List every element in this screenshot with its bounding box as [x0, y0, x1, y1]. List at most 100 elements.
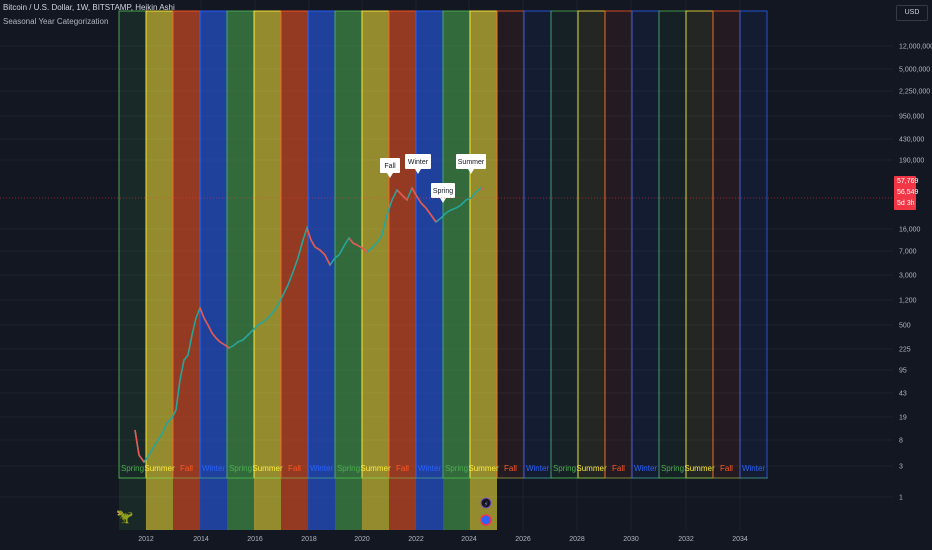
future-season-box-fall	[712, 10, 741, 479]
price-tag-countdown: 5d 3h	[897, 200, 915, 207]
candle-down	[348, 237, 354, 244]
future-season-boxes	[119, 10, 768, 479]
future-season-box-winter	[739, 10, 768, 479]
season-band-spring	[335, 11, 362, 530]
future-season-box-summer	[577, 10, 606, 479]
lightning-event-icon[interactable]	[480, 497, 492, 509]
season-label-fall: Fall	[288, 464, 301, 473]
y-axis-label: 190,000	[899, 158, 924, 165]
season-band-fall	[389, 11, 416, 530]
season-label-summer: Summer	[684, 464, 715, 473]
season-band-spring	[443, 11, 470, 530]
x-axis-label: 2034	[732, 536, 748, 543]
tradingview-logo-icon: 🦖	[116, 508, 134, 524]
future-season-box-winter	[523, 10, 552, 479]
candle-down	[480, 187, 485, 191]
time-scale[interactable]	[0, 530, 932, 550]
candle-down	[430, 214, 437, 223]
future-season-box-summer	[685, 10, 714, 479]
y-axis-label: 7,000	[899, 249, 917, 256]
season-label-spring: Spring	[121, 464, 144, 473]
y-axis-label: 12,000,000	[899, 44, 932, 51]
future-season-box-fall	[496, 10, 525, 479]
season-label-winter: Winter	[202, 464, 225, 473]
season-label-fall: Fall	[720, 464, 733, 473]
x-axis-label: 2016	[247, 536, 263, 543]
season-band-fall	[173, 11, 200, 530]
flag-event-icon[interactable]	[480, 514, 492, 526]
candle-down	[324, 254, 331, 266]
x-axis-label: 2026	[515, 536, 531, 543]
season-band-winter	[200, 11, 227, 530]
candle-down	[207, 324, 213, 334]
season-label-spring: Spring	[661, 464, 684, 473]
y-axis-label: 1,200	[899, 298, 917, 305]
svg-text:Winter: Winter	[408, 159, 429, 166]
season-label-summer: Summer	[576, 464, 607, 473]
x-axis-label: 2028	[569, 536, 585, 543]
y-axis-label: 43	[899, 391, 907, 398]
svg-text:Spring: Spring	[433, 188, 453, 195]
x-axis-label: 2020	[354, 536, 370, 543]
season-band-summer	[362, 11, 389, 530]
x-axis-label: 2018	[301, 536, 317, 543]
season-label-winter: Winter	[526, 464, 549, 473]
y-axis-label: 19	[899, 415, 907, 422]
candle-down	[425, 207, 432, 216]
season-label-fall: Fall	[504, 464, 517, 473]
y-axis-label: 95	[899, 368, 907, 375]
candle-down	[306, 227, 312, 241]
price-candles	[134, 186, 485, 464]
season-label-fall: Fall	[612, 464, 625, 473]
past-season-bands	[118, 10, 498, 530]
x-axis-label: 2014	[193, 536, 209, 543]
price-tag-high: 57,769	[897, 178, 919, 185]
season-label-spring: Spring	[337, 464, 360, 473]
candle-down	[219, 341, 226, 346]
svg-text:Fall: Fall	[384, 163, 396, 170]
season-band-summer	[146, 11, 173, 530]
x-axis-label: 2032	[678, 536, 694, 543]
candle-down	[199, 307, 205, 319]
event-markers[interactable]: ⚡	[480, 497, 492, 526]
x-axis-label: 2012	[138, 536, 154, 543]
season-callouts: Fall Winter Spring Summer	[380, 154, 486, 203]
season-band-spring	[227, 11, 254, 530]
candle-down	[215, 337, 221, 343]
future-season-box-spring	[550, 10, 579, 479]
season-label-spring: Spring	[229, 464, 252, 473]
x-axis-label: 2030	[623, 536, 639, 543]
season-band-winter	[416, 11, 443, 530]
candle-down	[356, 244, 363, 249]
y-axis: 12,000,000 5,000,000 2,250,000 950,000 430,0…	[899, 44, 932, 502]
season-band-spring	[119, 11, 146, 530]
y-axis-label: 3	[899, 464, 903, 471]
y-axis-label: 1	[899, 495, 903, 502]
x-axis-label: 2024	[461, 536, 477, 543]
season-label-summer: Summer	[252, 464, 283, 473]
candle-down	[224, 344, 230, 349]
season-band-fall	[281, 11, 308, 530]
candle-down	[420, 202, 427, 209]
x-axis-label: 2022	[408, 536, 424, 543]
season-label-winter: Winter	[418, 464, 441, 473]
future-season-box-fall	[604, 10, 633, 479]
price-scale[interactable]	[893, 0, 932, 530]
season-label-winter: Winter	[742, 464, 765, 473]
season-label-summer: Summer	[144, 464, 175, 473]
y-axis-label: 950,000	[899, 114, 924, 121]
season-label-winter: Winter	[310, 464, 333, 473]
season-label-fall: Fall	[396, 464, 409, 473]
price-tag-last: 56,549	[897, 189, 919, 196]
season-labels: Spring Summer Fall Winter Spring Summer Fall Wi…	[121, 464, 765, 473]
candle-down	[361, 247, 368, 253]
season-label-winter: Winter	[634, 464, 657, 473]
season-band-winter	[308, 11, 335, 530]
lightning-glyph: ⚡	[484, 501, 488, 508]
y-axis-label: 16,000	[899, 227, 921, 234]
currency-button[interactable]: USD	[896, 5, 928, 21]
candle-down	[352, 242, 358, 246]
x-axis: 2012 2014 2016 2018 2020 2022 2024 2026 2028 2030…	[138, 536, 748, 543]
y-axis-label: 5,000,000	[899, 67, 930, 74]
